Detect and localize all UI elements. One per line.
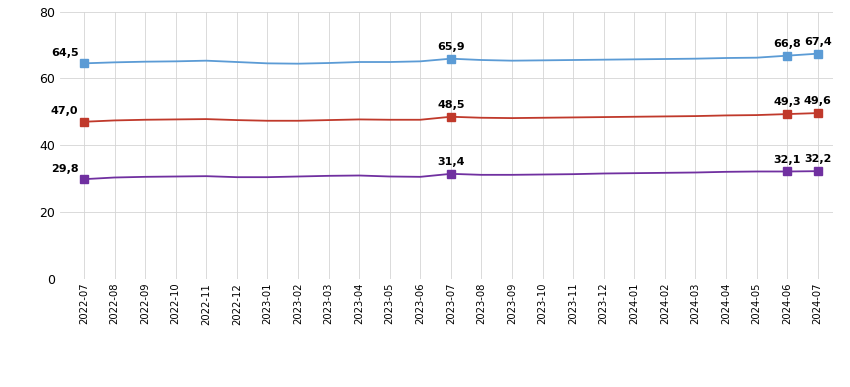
Text: 65,9: 65,9 — [437, 42, 465, 52]
Text: 67,4: 67,4 — [804, 37, 831, 47]
Text: 66,8: 66,8 — [774, 39, 801, 49]
Text: 47,0: 47,0 — [51, 106, 78, 116]
Text: 31,4: 31,4 — [437, 157, 465, 167]
Text: 48,5: 48,5 — [437, 100, 465, 110]
Text: 32,1: 32,1 — [774, 154, 801, 164]
Text: 29,8: 29,8 — [51, 164, 78, 174]
Text: 49,3: 49,3 — [774, 97, 801, 107]
Text: 49,6: 49,6 — [804, 96, 831, 106]
Text: 64,5: 64,5 — [51, 48, 78, 58]
Text: 32,2: 32,2 — [804, 154, 831, 164]
